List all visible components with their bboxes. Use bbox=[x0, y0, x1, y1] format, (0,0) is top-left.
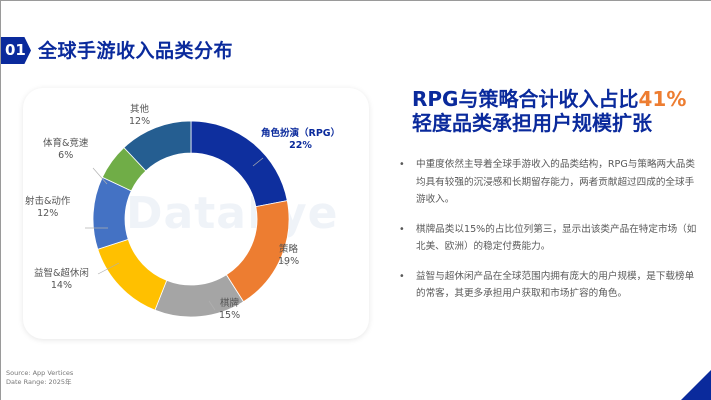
watermark: DataEye bbox=[126, 188, 339, 239]
insight-item: • 中重度依然主导着全球手游收入的品类结构，RPG与策略两大品类均具有较强的沉浸感… bbox=[399, 156, 699, 209]
label-sports-racing: 体育&竞速 6% bbox=[43, 138, 89, 161]
headline: RPG与策略合计收入占比41% 轻度品类承担用户规模扩张 bbox=[412, 87, 686, 135]
leader-line bbox=[97, 262, 120, 275]
leader-line bbox=[92, 167, 108, 185]
leader-line bbox=[252, 157, 264, 167]
headline-line-1: RPG与策略合计收入占比41% bbox=[412, 87, 687, 111]
leader-line bbox=[280, 259, 289, 267]
label-strategy: 策略 19% bbox=[278, 244, 300, 267]
donut-slice bbox=[123, 120, 192, 172]
bullet-icon: • bbox=[399, 223, 405, 235]
chart-card: DataEye 角色扮演（RPG） 22% 策略 19% 棋牌 15% 益智&超休闲 1… bbox=[23, 88, 369, 339]
bullet-icon: • bbox=[399, 159, 405, 170]
label-board-card: 棋牌 15% bbox=[219, 298, 241, 321]
headline-line-2: 轻度品类承担用户规模扩张 bbox=[412, 111, 652, 135]
label-puzzle-casual: 益智&超休闲 14% bbox=[34, 268, 89, 291]
insight-list: • 中重度依然主导着全球手游收入的品类结构，RPG与策略两大品类均具有较强的沉浸感… bbox=[399, 156, 699, 315]
donut-slice bbox=[97, 238, 168, 311]
page-title: 全球手游收入品类分布 bbox=[38, 40, 234, 62]
section-number-badge: 01 bbox=[1, 37, 31, 64]
bullet-icon: • bbox=[399, 270, 405, 282]
corner-decoration bbox=[681, 370, 711, 400]
insight-item: • 益智与超休闲产品在全球范围内拥有庞大的用户规模，是下载榜单的常客，其更多承担用… bbox=[399, 268, 699, 303]
headline-accent-value: 41% bbox=[638, 87, 687, 111]
label-other: 其他 12% bbox=[129, 104, 151, 127]
label-rpg: 角色扮演（RPG） 22% bbox=[261, 128, 341, 151]
label-shooter-action: 射击&动作 12% bbox=[25, 196, 71, 219]
insight-item: • 棋牌品类以15%的占比位列第三，显示出该类产品在特定市场（如北美、欧洲）的稳定… bbox=[399, 221, 699, 256]
leader-line bbox=[208, 300, 216, 311]
source-note: Source: App Vertices Date Range: 2025年 bbox=[6, 369, 74, 386]
donut-chart bbox=[85, 120, 290, 318]
